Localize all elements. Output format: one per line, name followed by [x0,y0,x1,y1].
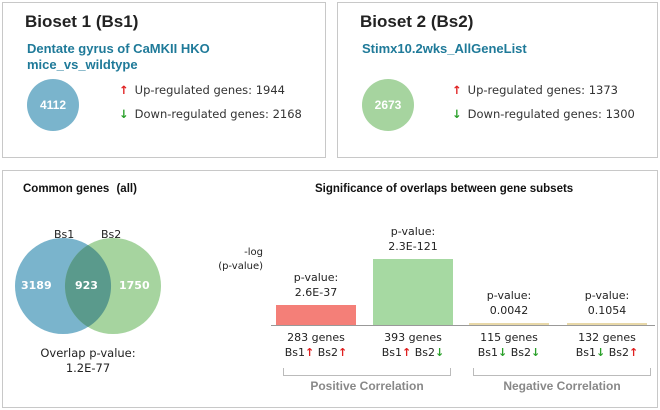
pvalue-label-4: p-value: [584,289,630,302]
pvalue-1: 2.6E-37 [294,286,338,300]
pvalue-label-1: p-value: [293,271,339,285]
gene-count-3: 115 genes [480,331,538,344]
venn-bs2-label: Bs2 [101,228,122,241]
pvalue-label-3: p-value: [486,289,532,302]
gene-count-1: 283 genes [287,331,345,344]
bioset1-down-label: Down-regulated genes: 2168 [134,107,302,121]
down-arrow-icon: ↓ [435,346,445,359]
positive-bracket [283,368,451,376]
pvalue-3: 0.0042 [489,304,529,317]
down-arrow-icon: ↓ [452,107,462,121]
bioset1-down-row: ↓ Down-regulated genes: 2168 [119,107,302,121]
venn-overlap-count: 923 [75,279,98,292]
bioset2-title: Bioset 2 (Bs2) [360,12,474,31]
up-arrow-icon: ↑ [452,83,462,97]
negative-correlation-label: Negative Correlation [503,379,621,393]
chart-bar-1[interactable] [276,305,356,325]
direction-label-3: Bs1↓ Bs2↓ [477,346,541,359]
pvalue-label-2: p-value: [390,225,436,239]
negative-bracket [473,368,651,376]
venn-only-bs1-count: 3189 [21,279,52,292]
gene-count-4: 132 genes [578,331,636,344]
overlap-pvalue-label: Overlap p-value: [40,346,136,360]
down-arrow-icon: ↓ [596,346,606,359]
significance-title: Significance of overlaps between gene su… [315,183,574,195]
venn-diagram [15,238,161,334]
venn-only-bs2-count: 1750 [119,279,150,292]
chart-bar-3[interactable] [469,323,549,325]
bioset2-down-label: Down-regulated genes: 1300 [467,107,635,121]
up-arrow-icon: ↑ [338,346,348,359]
common-genes-title: Common genes (all) [23,183,137,195]
direction-label-4: Bs1↓ Bs2↑ [575,346,639,359]
bioset1-title: Bioset 1 (Bs1) [25,12,139,31]
bioset2-up-label: Up-regulated genes: 1373 [467,83,618,97]
chart-ylabel-line2: (p-value) [218,261,263,272]
chart-bar-4[interactable] [567,323,647,325]
bioset2-total-circle: 2673 [362,79,414,131]
bioset2-up-row: ↑ Up-regulated genes: 1373 [452,83,618,97]
bioset1-panel: Bioset 1 (Bs1) Dentate gyrus of CaMKII H… [2,2,326,158]
chart-bar-2[interactable] [373,259,453,325]
bioset1-up-label: Up-regulated genes: 1944 [134,83,285,97]
chart-ylabel-line1: -log [244,247,263,258]
overlap-panel: Common genes (all) Bs1 Bs2 3189 923 1750… [2,170,658,408]
direction-label-2: Bs1↑ Bs2↓ [381,346,445,359]
pvalue-4: 0.1054 [587,304,627,317]
common-genes-title-text: Common genes [23,183,110,195]
overlap-pvalue: 1.2E-77 [65,361,111,375]
bioset1-name-link[interactable]: Dentate gyrus of CaMKII HKO mice_vs_wild… [27,41,210,73]
bioset2-panel: Bioset 2 (Bs2) Stimx10.2wks_AllGeneList … [337,2,658,158]
up-arrow-icon: ↑ [629,346,639,359]
bioset2-name-link[interactable]: Stimx10.2wks_AllGeneList [362,41,527,56]
bioset2-down-row: ↓ Down-regulated genes: 1300 [452,107,635,121]
up-arrow-icon: ↑ [305,346,315,359]
down-arrow-icon: ↓ [531,346,541,359]
venn-bs1-label: Bs1 [54,228,75,241]
venn-overlap-region [64,245,112,327]
up-arrow-icon: ↑ [402,346,412,359]
up-arrow-icon: ↑ [119,83,129,97]
bioset1-total-circle: 4112 [27,79,79,131]
bioset1-up-row: ↑ Up-regulated genes: 1944 [119,83,285,97]
down-arrow-icon: ↓ [119,107,129,121]
chart-baseline [271,325,655,326]
common-genes-title-suffix: (all) [116,183,137,195]
gene-count-2: 393 genes [384,331,442,344]
direction-label-1: Bs1↑ Bs2↑ [284,346,348,359]
bioset1-name-line1[interactable]: Dentate gyrus of CaMKII HKO [27,41,210,56]
bioset1-name-line2[interactable]: mice_vs_wildtype [27,57,138,72]
pvalue-2: 2.3E-121 [388,240,438,254]
down-arrow-icon: ↓ [498,346,508,359]
positive-correlation-label: Positive Correlation [310,379,424,393]
